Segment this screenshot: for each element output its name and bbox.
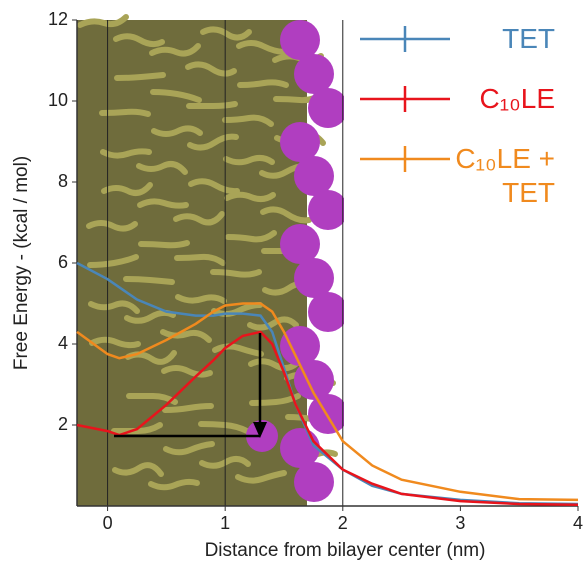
lipid-tail (240, 82, 286, 85)
y-axis-label: Free Energy - (kcal / mol) (11, 156, 32, 370)
head-group (308, 88, 348, 128)
lipid-tail (117, 75, 163, 78)
x-tick-label: 2 (338, 513, 348, 533)
legend: TET C₁₀LE C₁₀LE + TET (355, 22, 555, 236)
y-tick-label: 8 (58, 171, 68, 191)
y-tick-label: 4 (58, 333, 68, 353)
lipid-tail (178, 297, 224, 301)
legend-label: TET (455, 22, 555, 56)
y-tick-label: 12 (48, 9, 68, 29)
lipid-tail (227, 195, 273, 199)
legend-swatch (355, 142, 455, 176)
legend-entry: TET (355, 22, 555, 56)
head-group (294, 462, 334, 502)
legend-swatch (355, 82, 455, 116)
legend-label: C₁₀LE (455, 82, 555, 116)
legend-entry: C₁₀LE (355, 82, 555, 116)
head-group (308, 394, 348, 434)
lipid-tail (102, 112, 148, 114)
head-group (308, 190, 348, 230)
legend-entry: C₁₀LE + TET (355, 142, 555, 210)
y-tick-label: 10 (48, 90, 68, 110)
x-tick-label: 1 (220, 513, 230, 533)
x-tick-label: 3 (455, 513, 465, 533)
head-group (308, 292, 348, 332)
legend-label: C₁₀LE + TET (455, 142, 555, 210)
lipid-tail (189, 104, 235, 106)
lipid-tail (226, 158, 272, 162)
x-axis-label: Distance from bilayer center (nm) (205, 540, 486, 561)
y-tick-label: 6 (58, 252, 68, 272)
lipid-tail (80, 17, 126, 25)
x-tick-label: 4 (573, 513, 583, 533)
page: 2468101201234 Distance from bilayer cent… (0, 0, 584, 564)
lipid-tail (213, 272, 259, 275)
legend-swatch (355, 22, 455, 56)
x-tick-label: 0 (103, 513, 113, 533)
lipid-tail (141, 243, 187, 245)
y-tick-label: 2 (58, 414, 68, 434)
lipid-tail (126, 279, 172, 282)
